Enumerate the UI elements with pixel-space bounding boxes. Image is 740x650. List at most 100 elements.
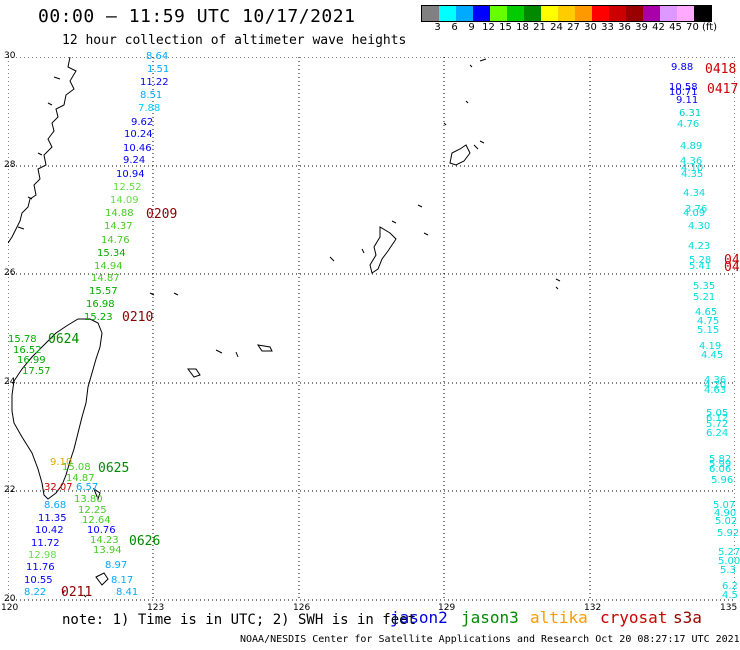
wave-height-label: 4.75 [697, 316, 720, 327]
color-swatch [558, 6, 575, 21]
pass-time-label: 0209 [146, 207, 178, 222]
wave-height-label: 4.90 [714, 508, 737, 519]
wave-height-label: 3.76 [685, 204, 708, 215]
wave-height-label: 9.24 [123, 155, 146, 166]
wave-height-label: 4.36 [680, 156, 703, 167]
satellite-legend-item: cryosat [600, 608, 668, 627]
wave-height-label: 11.35 [38, 513, 67, 524]
color-legend-tick: 33 [601, 22, 614, 33]
pass-time-label: 0624 [48, 332, 80, 347]
wave-height-label: 17.57 [22, 366, 51, 377]
color-legend-tick: (ft) [701, 22, 718, 33]
longitude-label: 120 [1, 603, 19, 613]
color-swatch [694, 6, 711, 21]
color-swatch [626, 6, 643, 21]
wave-height-label: 1.51 [147, 64, 170, 75]
wave-height-label: 5.28 [689, 255, 712, 266]
wave-height-label: 4.23 [688, 241, 711, 252]
footer-credit: NOAA/NESDIS Center for Satellite Applica… [240, 634, 740, 645]
wave-height-label: 10.76 [87, 525, 116, 536]
wave-height-label: 12.52 [113, 182, 142, 193]
wave-height-label: 14.09 [110, 195, 139, 206]
wave-height-label: 5.99 [709, 459, 732, 470]
wave-height-label: 11.76 [26, 562, 55, 573]
wave-height-label: 14.87 [66, 473, 95, 484]
latitude-label: 26 [4, 268, 16, 278]
satellite-legend-item: jason2 [390, 608, 448, 627]
satellite-legend-item: altika [530, 608, 588, 627]
wave-height-label: 8.51 [140, 90, 163, 101]
wave-height-label: 4.20 [704, 380, 727, 391]
wave-height-label: 4.5 [722, 590, 738, 601]
color-legend [421, 5, 712, 22]
wave-height-label: 15.57 [89, 286, 118, 297]
latitude-label: 20 [4, 594, 16, 604]
pass-time-label: 04 [724, 253, 740, 268]
wave-height-label: 4.65 [695, 307, 718, 318]
wave-height-label: 12.98 [28, 550, 57, 561]
color-legend-tick: 36 [618, 22, 631, 33]
wave-height-label: 10.55 [24, 575, 53, 586]
wave-height-label: 10.24 [124, 129, 153, 140]
wave-height-label: 9.88 [671, 62, 694, 73]
wave-height-label: 5.92 [717, 528, 740, 539]
wave-height-label: 10.71 [669, 87, 698, 98]
wave-height-label: 5.00 [718, 556, 740, 567]
wave-height-label: 5.82 [709, 454, 732, 465]
wave-height-label: 5.21 [693, 292, 716, 303]
wave-height-label: 10.46 [123, 143, 152, 154]
wave-height-label: 6.2 [722, 581, 738, 592]
color-swatch [456, 6, 473, 21]
wave-height-label: 9.11 [676, 95, 699, 106]
wave-height-label: 4.30 [688, 221, 711, 232]
wave-height-label: 4.36 [704, 375, 727, 386]
color-legend-tick: 39 [635, 22, 648, 33]
color-legend-tick: 24 [550, 22, 563, 33]
color-swatch [439, 6, 456, 21]
pass-time-label: 0210 [122, 310, 154, 325]
map-panel [8, 57, 735, 601]
wave-height-label: 5.72 [706, 419, 729, 430]
wave-height-label: 8.68 [44, 500, 67, 511]
wave-height-label: 11.22 [140, 77, 169, 88]
china-coastline [8, 57, 77, 244]
wave-height-label: 5.07 [713, 500, 736, 511]
color-swatch [422, 6, 439, 21]
wave-height-label: 6.06 [709, 464, 732, 475]
color-legend-tick: 3 [434, 22, 441, 33]
longitude-label: 132 [584, 603, 602, 613]
wave-height-label: 5.35 [693, 281, 716, 292]
wave-height-label: 4.76 [677, 119, 700, 130]
wave-height-label: 14.23 [90, 535, 119, 546]
pass-time-label: 0418 [705, 62, 737, 77]
wave-height-label: 16.98 [86, 299, 115, 310]
coastlines [8, 57, 561, 598]
pass-time-label: 0211 [61, 585, 93, 600]
wave-height-label: 4.63 [704, 385, 727, 396]
wave-height-label: 5.05 [706, 408, 729, 419]
wave-height-label: 5.27 [718, 547, 740, 558]
page-subtitle: 12 hour collection of altimeter wave hei… [62, 33, 407, 48]
wave-height-label: 5.96 [711, 475, 734, 486]
wave-height-label: 15.23 [84, 312, 113, 323]
color-legend-tick: 42 [652, 22, 665, 33]
wave-height-label: 15.08 [62, 462, 91, 473]
color-swatch [575, 6, 592, 21]
wave-height-label: 10.94 [116, 169, 145, 180]
wave-height-label: 4.35 [681, 169, 704, 180]
amami-island [449, 144, 471, 166]
wave-height-label: 8.97 [105, 560, 128, 571]
wave-height-label: 6.31 [679, 108, 702, 119]
color-swatch [524, 6, 541, 21]
wave-height-label: 4.10 [681, 163, 704, 174]
color-legend-tick: 45 [669, 22, 682, 33]
color-swatch [473, 6, 490, 21]
wave-height-label: 14.76 [101, 235, 130, 246]
latitude-label: 30 [4, 51, 16, 61]
wave-height-label: 4.09 [683, 208, 706, 219]
color-swatch [592, 6, 609, 21]
wave-height-label: 11.72 [31, 538, 60, 549]
color-legend-tick: 9 [468, 22, 475, 33]
color-swatch [643, 6, 660, 21]
color-swatch [541, 6, 558, 21]
